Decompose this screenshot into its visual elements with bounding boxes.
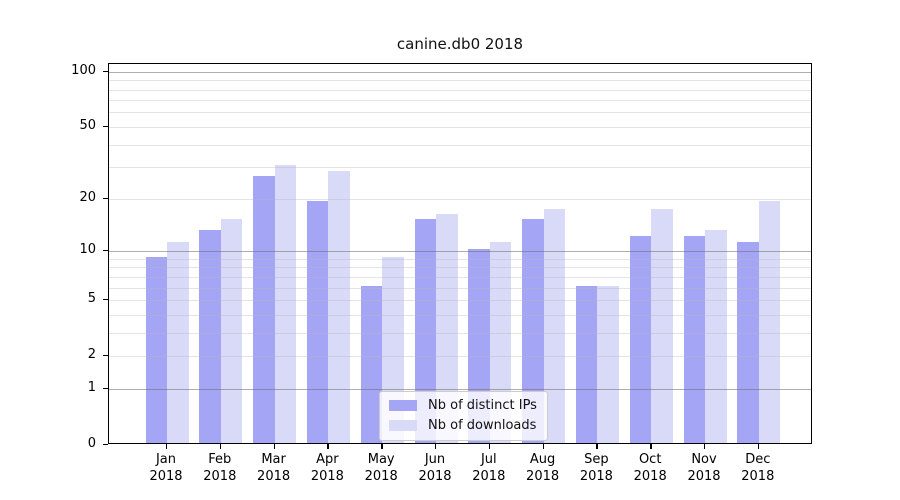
x-tick-label: Feb 2018 — [203, 452, 237, 484]
y-tick-mark — [103, 444, 108, 446]
bar-downloads — [758, 200, 781, 443]
bar-distinct-ips — [575, 285, 598, 443]
y-tick-mark — [103, 197, 108, 200]
gridline-40 — [109, 144, 811, 146]
gridline-90 — [109, 80, 811, 82]
x-tick-mark — [219, 444, 222, 449]
x-tick-label: Mar 2018 — [257, 452, 291, 484]
bar-downloads — [167, 242, 189, 443]
bar-downloads — [543, 209, 566, 443]
x-tick-mark — [757, 444, 760, 449]
bar-distinct-ips — [414, 218, 436, 443]
bar-distinct-ips — [737, 242, 759, 443]
bar-distinct-ips — [145, 256, 167, 443]
legend-swatch-distinct-ips — [389, 400, 417, 411]
bar-distinct-ips — [360, 285, 383, 443]
x-tick-mark — [327, 444, 329, 449]
x-tick-mark — [650, 444, 652, 449]
bar-downloads — [220, 218, 243, 443]
legend-item-distinct-ips: Nb of distinct IPs — [389, 398, 537, 413]
bar-distinct-ips — [683, 235, 705, 443]
bar-downloads — [436, 213, 458, 443]
gridline-80 — [109, 89, 811, 91]
chart-title: canine.db0 2018 — [396, 35, 524, 53]
bar-downloads — [705, 229, 727, 443]
gridline-10 — [109, 251, 811, 252]
gridline-9 — [109, 258, 811, 260]
x-tick-label: Aug 2018 — [526, 452, 560, 484]
y-tick-mark — [103, 299, 108, 301]
gridline-1 — [109, 388, 811, 390]
bar-downloads — [597, 285, 619, 443]
y-tick-label: 100 — [71, 62, 96, 78]
gridline-100 — [109, 71, 811, 73]
plot-area — [108, 63, 812, 444]
y-tick-label: 2 — [87, 347, 96, 363]
gridline-5 — [109, 300, 811, 301]
bar-distinct-ips — [199, 229, 221, 443]
x-tick-label: Jul 2018 — [472, 452, 506, 484]
y-tick-mark — [103, 250, 108, 252]
gridline-50 — [109, 126, 811, 128]
y-tick-label: 5 — [87, 291, 96, 306]
y-tick-mark — [103, 387, 108, 390]
gridlines-layer — [109, 64, 811, 443]
legend-label-distinct-ips: Nb of distinct IPs — [428, 398, 537, 413]
legend: Nb of distinct IPs Nb of downloads — [379, 391, 548, 441]
x-tick-label: Dec 2018 — [741, 452, 775, 484]
gridline-6 — [109, 287, 811, 289]
gridline-70 — [109, 100, 811, 102]
x-tick-label: Oct 2018 — [633, 452, 667, 484]
bar-downloads — [274, 165, 297, 443]
x-tick-label: Apr 2018 — [310, 452, 344, 484]
x-tick-mark — [381, 444, 383, 449]
x-tick-mark — [435, 444, 437, 449]
gridline-7 — [109, 276, 811, 278]
y-tick-label: 50 — [79, 117, 96, 133]
x-tick-mark — [596, 444, 598, 449]
x-tick-mark — [273, 444, 275, 449]
x-tick-mark — [166, 444, 168, 449]
x-tick-label: Jun 2018 — [418, 452, 452, 484]
bar-downloads — [651, 209, 673, 443]
y-tick-label: 0 — [87, 436, 96, 451]
gridline-30 — [109, 167, 811, 169]
gridline-4 — [109, 314, 811, 316]
x-tick-label: May 2018 — [364, 452, 398, 484]
gridline-3 — [109, 332, 811, 334]
y-tick-mark — [103, 70, 108, 72]
legend-item-downloads: Nb of downloads — [389, 418, 537, 433]
gridline-8 — [109, 267, 811, 269]
x-tick-label: Nov 2018 — [687, 452, 721, 484]
bar-downloads — [328, 170, 350, 443]
y-tick-label: 10 — [79, 242, 96, 257]
gridline-2 — [109, 356, 811, 358]
x-tick-mark — [704, 444, 706, 449]
y-tick-label: 1 — [87, 379, 96, 395]
legend-label-downloads: Nb of downloads — [428, 418, 537, 433]
bar-distinct-ips — [306, 200, 329, 443]
bar-distinct-ips — [629, 235, 652, 443]
bar-distinct-ips — [253, 176, 275, 443]
y-tick-mark — [103, 125, 108, 128]
y-tick-mark — [103, 355, 108, 357]
x-tick-label: Jan 2018 — [149, 452, 183, 484]
x-tick-label: Sep 2018 — [579, 452, 613, 484]
gridline-60 — [109, 112, 811, 114]
x-tick-mark — [542, 444, 544, 449]
legend-swatch-downloads — [389, 420, 417, 431]
y-tick-label: 20 — [79, 189, 96, 205]
bar-distinct-ips — [522, 218, 544, 443]
gridline-20 — [109, 198, 811, 200]
x-tick-mark — [488, 444, 491, 449]
